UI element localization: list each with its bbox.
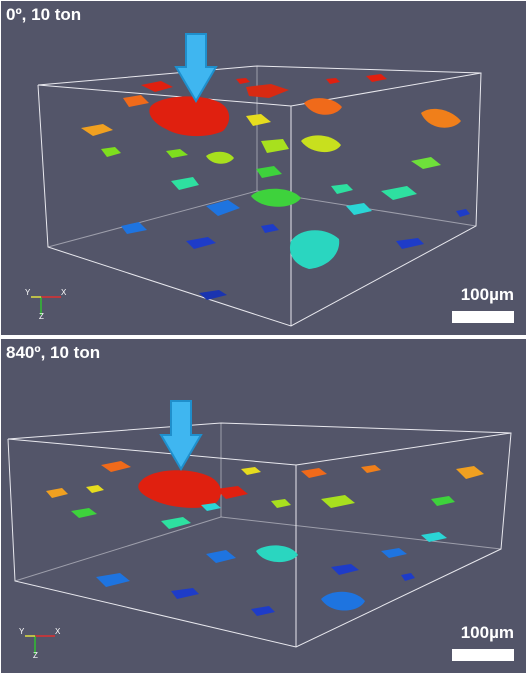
pore-cluster (46, 461, 484, 616)
scale-bar (452, 649, 514, 661)
axis-triad: X Y Z (19, 627, 61, 660)
axis-x-label: X (61, 288, 67, 297)
panel-title: 0º, 10 ton (6, 5, 82, 24)
pore-rendering-bottom: X Y Z (7, 400, 512, 660)
axis-z-label: Z (33, 651, 38, 660)
axis-y-label: Y (25, 288, 31, 297)
axis-z-label: Z (39, 312, 44, 321)
axis-x-label: X (55, 627, 61, 636)
scale-bar-label: 100µm (460, 285, 514, 304)
pore-cluster (81, 74, 470, 300)
micro-ct-panel-bottom: X Y Z 840º, 10 ton 100µm (1, 339, 526, 673)
indicator-arrow (159, 400, 203, 471)
panel-title: 840º, 10 ton (6, 343, 101, 362)
scale-bar (452, 311, 514, 323)
indicator-arrow (174, 33, 218, 103)
micro-ct-panel-top: X Y Z 0º, 10 ton 100µm (1, 1, 526, 335)
axis-triad: X Y Z (25, 288, 67, 321)
pore-rendering-top: X Y Z (25, 33, 482, 327)
bounding-box (7, 422, 512, 648)
axis-y-label: Y (19, 627, 25, 636)
scale-bar-label: 100µm (460, 623, 514, 642)
